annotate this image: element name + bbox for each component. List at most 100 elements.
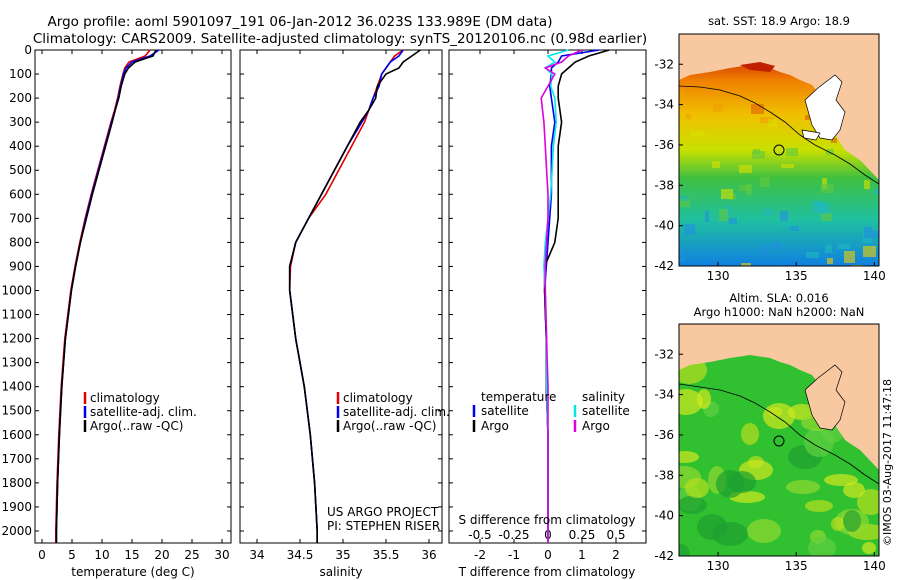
- lat-tick-label: -38: [654, 468, 674, 482]
- legend-temperature-heading: temperature: [481, 390, 556, 404]
- sst-patch: [739, 165, 752, 173]
- sla-patch: [843, 510, 861, 532]
- x-tick-label: 20: [154, 548, 169, 562]
- sst-patch: [822, 178, 827, 189]
- sst-patch: [713, 104, 723, 112]
- sst-patch: [790, 226, 799, 231]
- sst-patch: [684, 224, 695, 235]
- legend-satellite-label: satellite-adj. clim.: [90, 405, 197, 419]
- sla-patch: [747, 519, 781, 543]
- temperature-profile-panel: 0100200300400500600700800900100011001200…: [1, 43, 232, 579]
- x-tick-label: 30: [214, 548, 229, 562]
- sla-patch: [763, 403, 795, 429]
- lat-tick-label: -38: [654, 178, 674, 192]
- sla-map-title-line2: Argo h1000: NaN h2000: NaN: [694, 305, 865, 319]
- depth-tick-label: 500: [9, 163, 32, 177]
- sst-patch: [838, 244, 850, 249]
- sst-patch: [864, 180, 870, 189]
- lon-tick-label: 135: [785, 559, 808, 573]
- credit-pi: PI: STEPHEN RISER: [327, 519, 440, 533]
- sst-patch: [681, 196, 687, 201]
- sst-patch: [821, 213, 832, 221]
- sla-patch: [741, 423, 759, 445]
- x-tick-label: 0: [38, 548, 46, 562]
- sla-map-axes: 130 135 140 -32 -34 -36 -38 -40 -42: [654, 347, 885, 573]
- legend-s-argo-label: Argo: [582, 419, 610, 433]
- sst-patch: [864, 227, 872, 238]
- sla-map-panel: Altim. SLA: 0.016 Argo h1000: NaN h2000:…: [654, 291, 885, 573]
- s-diff-tick-label: 0.5: [606, 528, 625, 542]
- legend-s-satellite-label: satellite: [582, 404, 630, 418]
- sla-patch: [697, 389, 711, 409]
- sst-patch: [712, 161, 720, 168]
- x-tick-label: 35.5: [373, 548, 400, 562]
- lat-tick-label: -40: [654, 509, 674, 523]
- lon-tick-label: 130: [707, 269, 730, 283]
- s-diff-tick-label: -0.5: [468, 528, 491, 542]
- sst-patch: [844, 251, 855, 263]
- depth-tick-label: 1800: [1, 476, 32, 490]
- x-tick-label: -2: [474, 548, 486, 562]
- s-diff-tick-label: -0.25: [498, 528, 529, 542]
- lat-tick-label: -32: [654, 347, 674, 361]
- s-difference-axis-label: S difference from climatology: [459, 513, 636, 527]
- sst-patch: [719, 209, 728, 221]
- sst-patch: [771, 242, 781, 250]
- sst-map-title: sat. SST: 18.9 Argo: 18.9: [708, 14, 850, 28]
- sst-patch: [831, 138, 837, 143]
- sst-patch: [721, 189, 733, 199]
- sla-map-title-line1: Altim. SLA: 0.016: [729, 291, 828, 305]
- depth-tick-label: 600: [9, 187, 32, 201]
- temperature-axis-label: temperature (deg C): [71, 565, 194, 579]
- sla-patch: [808, 537, 836, 556]
- x-tick-label: 34.5: [287, 548, 314, 562]
- x-tick-label: 36: [421, 548, 436, 562]
- bathymetry-contour: [679, 383, 879, 485]
- legend-climatology-label: climatology: [90, 391, 160, 405]
- sst-patch: [760, 177, 770, 187]
- sla-patch: [805, 500, 833, 512]
- sst-patch: [825, 245, 832, 253]
- x-tick-label: 34: [249, 548, 264, 562]
- depth-axis: 0 100 200 300 400 500 600 700 800 900 1000 1100 1200…: [1, 43, 231, 538]
- depth-tick-label: 900: [9, 259, 32, 273]
- legend-satellite-label: satellite-adj. clim.: [343, 405, 450, 419]
- sla-patch: [679, 496, 707, 514]
- lon-tick-label: 135: [785, 269, 808, 283]
- legend-argo-label: Argo(..raw -QC): [90, 419, 183, 433]
- s-diff-tick-label: 0.25: [569, 528, 596, 542]
- salinity-profile-panel: 34 34.5 35 35.5 36 salinity climatology sate…: [239, 49, 450, 579]
- sla-patch: [685, 478, 709, 498]
- sst-patch: [821, 184, 834, 193]
- sla-patch: [679, 451, 699, 463]
- sst-patch: [679, 199, 690, 207]
- series-line-argo-raw-qc-: [55, 49, 157, 543]
- land-mass: [679, 324, 879, 470]
- float-location-marker: [773, 435, 785, 447]
- legend-climatology-label: climatology: [343, 391, 413, 405]
- sst-map-panel: sat. SST: 18.9 Argo: 18.9 130 135 140 -32 -3…: [654, 14, 885, 283]
- x-tick-label: 25: [184, 548, 199, 562]
- sst-patch: [760, 246, 768, 255]
- sst-patch: [751, 104, 764, 114]
- lon-tick-label: 130: [707, 559, 730, 573]
- sst-patch: [726, 206, 731, 216]
- sst-patch: [739, 185, 750, 191]
- legend-t-argo-label: Argo: [481, 419, 509, 433]
- depth-tick-label: 400: [9, 139, 32, 153]
- sst-patch: [679, 252, 685, 262]
- lat-tick-label: -36: [654, 138, 674, 152]
- sst-patch: [827, 258, 833, 264]
- float-location-marker: [773, 144, 785, 156]
- depth-tick-label: 0: [24, 43, 32, 57]
- land-mass: [679, 34, 879, 180]
- x-tick-label: 1: [578, 548, 586, 562]
- sst-patch: [871, 231, 879, 238]
- sst-patch: [863, 246, 876, 257]
- profile-legend-temperature: climatology satellite-adj. clim. Argo(..…: [83, 391, 197, 433]
- temperature-axis: 0 5 10 15 20 25 30: [38, 50, 230, 562]
- legend-salinity-heading: salinity: [582, 390, 625, 404]
- credit-project: US ARGO PROJECT: [327, 505, 439, 519]
- depth-tick-label: 2000: [1, 524, 32, 538]
